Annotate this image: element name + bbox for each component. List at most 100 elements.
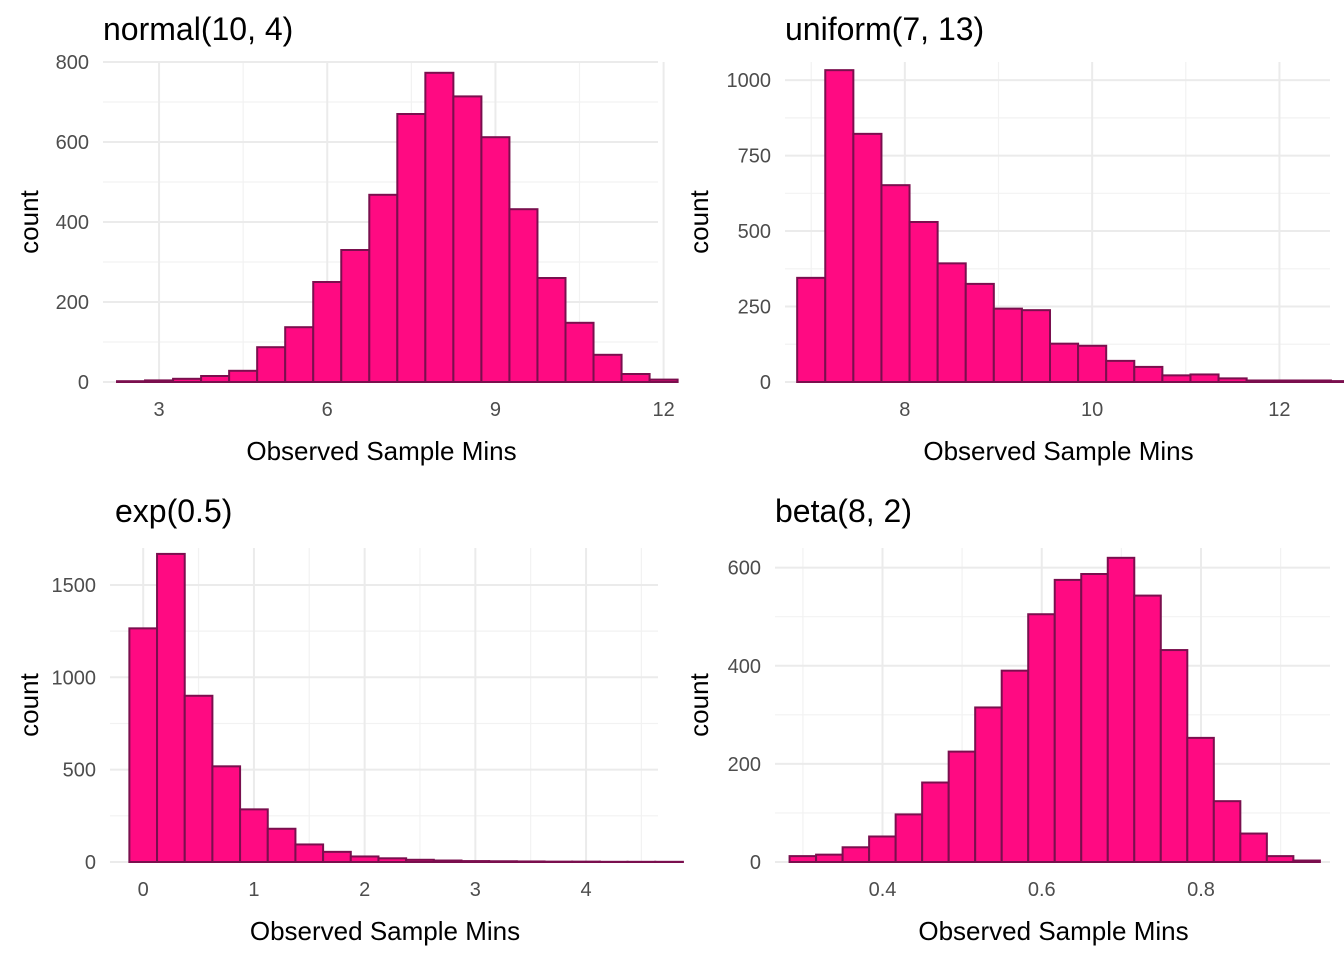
histogram-bar [921,781,950,863]
histogram-bar [1000,669,1030,863]
y-tick-label: 250 [738,297,771,319]
histogram-bar [239,808,269,864]
x-tick-label: 0 [138,879,149,901]
histogram-bar [172,377,203,383]
x-tick-label: 9 [490,399,501,421]
histogram-bar [536,277,567,383]
histogram-bar [368,193,399,383]
y-axis-label: count [684,189,714,253]
histogram-bar [1186,736,1215,864]
histogram-bar [349,855,380,863]
panel-title: normal(10, 4) [103,11,293,47]
histogram-bar [1301,379,1332,384]
x-axis-label: Observed Sample Mins [923,436,1193,466]
histogram-bar [1273,379,1304,384]
histogram-bar [294,843,325,863]
histogram-bar [144,379,175,383]
histogram-bar [266,827,297,863]
histogram-bar [620,373,651,383]
histogram-bar [947,750,977,863]
histogram-bar [156,552,186,863]
x-tick-label: 1 [248,879,259,901]
histogram-bar [1292,859,1321,864]
histogram-bar [894,813,924,863]
histogram-bar [1161,374,1192,383]
x-tick-label: 6 [322,399,333,421]
histogram-bar [183,694,214,863]
panel-title: beta(8, 2) [775,493,912,529]
histogram-bar [312,281,343,383]
panel-beta: 0.4 0.6 0.8 0 200 400 600 beta(8, 2) Observed Sa… [684,493,1330,946]
histogram-bar [1080,573,1109,863]
x-tick-label: 2 [359,879,370,901]
histogram-bar [515,860,546,863]
histogram-bar [284,326,315,384]
y-tick-label: 400 [56,212,89,234]
histogram-bar [1212,800,1242,863]
histogram-bar [1159,649,1189,863]
y-tick-label: 1000 [52,667,97,689]
histogram-bar [841,846,871,863]
y-tick-label: 600 [728,558,761,580]
histogram-bar [1053,578,1083,863]
panel-exp: 0 1 2 3 4 0 500 1000 1500 exp(0.5) Observed Sample… [14,493,684,946]
x-tick-label: 0.8 [1187,879,1215,901]
y-tick-label: 750 [738,146,771,168]
histogram-bar [564,321,595,383]
x-tick-label: 10 [1081,399,1103,421]
histogram-bar [396,113,427,383]
panel-title: uniform(7, 13) [785,11,984,47]
x-tick-label: 12 [1268,399,1290,421]
histogram-bar [1020,309,1052,383]
histogram-bar [788,855,818,863]
histogram-bar [116,380,147,384]
panel-uniform: 8 10 12 0 250 500 750 1000 uniform(7, 13) Observe… [684,11,1344,466]
histogram-bar [128,627,159,863]
y-tick-label: 0 [750,852,761,874]
panel-normal: 3 6 9 12 0 200 400 600 800 normal(10, 4) Observed … [14,11,679,466]
histogram-bar [460,860,491,864]
y-tick-label: 500 [63,760,96,782]
histogram-bar [815,853,844,863]
histogram-bar [868,835,897,863]
x-tick-label: 3 [153,399,164,421]
x-axis-label: Observed Sample Mins [918,916,1188,946]
x-axis-label: Observed Sample Mins [246,436,516,466]
histogram-bar [432,859,463,863]
y-tick-label: 0 [760,372,771,394]
x-tick-label: 3 [470,879,481,901]
y-tick-label: 1000 [727,70,772,92]
y-tick-label: 0 [85,852,96,874]
histogram-bar [508,208,539,383]
histogram-bar [936,262,967,383]
histogram-bar [796,276,827,383]
x-tick-label: 8 [899,399,910,421]
histogram-bar [452,95,483,384]
histogram-bar [1077,344,1108,384]
histogram-bar [228,369,259,383]
y-tick-label: 200 [56,292,89,314]
histogram-bar [340,249,371,383]
histogram-bar [1133,594,1162,863]
y-tick-label: 800 [56,52,89,74]
histogram-bar [992,307,1023,383]
histogram-bar [488,860,518,863]
histogram-bar [377,857,408,864]
panel-title: exp(0.5) [115,493,232,529]
histogram-bar [1245,379,1276,384]
y-axis-label: count [14,672,44,736]
histogram-bar [1105,359,1136,383]
histogram-bar [1329,380,1344,383]
histogram-bar [648,378,679,384]
histogram-bar [1133,365,1164,384]
y-tick-label: 400 [728,656,761,678]
y-tick-label: 200 [728,754,761,776]
histogram-bar [852,132,883,383]
y-tick-label: 0 [78,372,89,394]
histogram-bar [592,353,623,383]
histogram-bar [322,850,352,864]
histogram-bar [200,375,231,383]
histogram-bar [405,858,435,863]
histogram-bar [480,136,511,383]
